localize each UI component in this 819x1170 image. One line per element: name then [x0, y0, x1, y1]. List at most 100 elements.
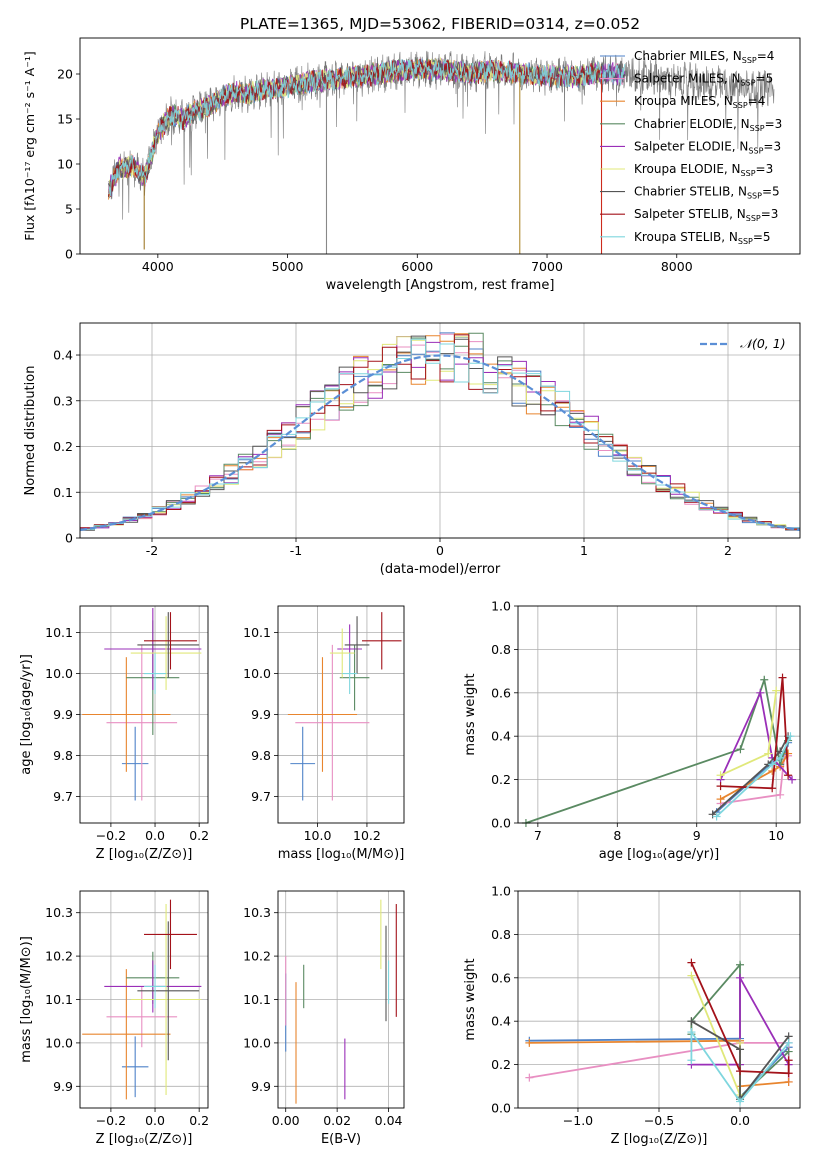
y-tick-label: 0.6 — [491, 970, 511, 985]
y-tick-label: 0.8 — [491, 642, 511, 657]
legend-entry: Salpeter STELIB, NSSP=3 — [634, 207, 778, 223]
y-axis-label: mass [log₁₀(M/M⊙)] — [19, 936, 34, 1063]
legend-nssp: 3 — [771, 207, 779, 221]
x-tick-label: 0.04 — [375, 1113, 403, 1128]
mass-weight-marker — [764, 749, 773, 758]
mass-weight-marker — [687, 958, 696, 967]
x-tick-label: 0.0 — [145, 828, 165, 843]
mass-weight-line — [720, 677, 789, 790]
x-tick-label: 0 — [436, 543, 444, 558]
y-tick-label: 0.0 — [491, 1101, 511, 1116]
legend-nssp: 3 — [775, 117, 783, 131]
x-tick-label: 0.2 — [189, 828, 209, 843]
x-tick-label: −0.2 — [96, 1113, 126, 1128]
y-tick-label: 10.2 — [243, 949, 271, 964]
x-tick-label: 0.0 — [730, 1113, 750, 1128]
figure-title: PLATE=1365, MJD=53062, FIBERID=0314, z=0… — [240, 15, 640, 33]
x-axis-label: wavelength [Angstrom, rest frame] — [326, 278, 555, 293]
mass-weight-marker — [760, 675, 769, 684]
legend-model-name: Salpeter MILES — [634, 72, 724, 86]
y-tick-label: 10.3 — [243, 905, 271, 920]
mass-weight-marker — [776, 753, 785, 762]
mass-weight-marker — [788, 775, 797, 784]
mass-weight-vs-age-frame — [517, 605, 801, 824]
mass-weight-marker — [772, 686, 781, 695]
y-axis-label: mass weight — [463, 673, 478, 755]
y-tick-label: 10.0 — [243, 666, 271, 681]
x-tick-label: 4000 — [142, 259, 174, 274]
legend-model-name: Salpeter ELODIE — [634, 139, 732, 153]
x-axis-label: Z [log₁₀(Z/Z⊙)] — [96, 1132, 193, 1147]
mass-weight-marker — [736, 960, 745, 969]
y-tick-label: 0 — [65, 247, 73, 262]
y-tick-label: 10.1 — [45, 625, 73, 640]
x-tick-label: 7 — [534, 828, 542, 843]
x-tick-label: 7000 — [531, 259, 563, 274]
mass-weight-marker — [687, 1056, 696, 1065]
legend-entry: Kroupa MILES, NSSP=4 — [634, 94, 765, 110]
y-tick-label: 9.9 — [53, 1079, 73, 1094]
mass-weight-marker — [768, 784, 777, 793]
mass-weight-marker — [716, 795, 725, 804]
mass-weight-marker — [768, 760, 777, 769]
legend-nssp: 5 — [772, 185, 780, 199]
x-axis-label: mass [log₁₀(M/M⊙)] — [278, 847, 405, 862]
mass-weight-line — [525, 676, 789, 824]
x-tick-label: 8000 — [661, 259, 693, 274]
y-tick-label: 0.0 — [491, 816, 511, 831]
x-tick-label: -1 — [290, 543, 302, 558]
mass-weight-marker — [525, 1073, 534, 1082]
legend-model-name: Kroupa ELODIE — [634, 162, 724, 176]
legend-nssp: 4 — [767, 49, 775, 63]
residual-histogram — [80, 338, 800, 533]
x-tick-label: 9 — [693, 828, 701, 843]
x-axis-label: (data-model)/error — [380, 562, 501, 577]
y-tick-label: 10.1 — [243, 992, 271, 1007]
y-tick-label: 0.3 — [53, 393, 73, 408]
y-tick-label: 0 — [65, 531, 73, 546]
y-tick-label: 10.3 — [45, 905, 73, 920]
x-tick-label: 0.2 — [189, 1113, 209, 1128]
x-tick-label: 0.0 — [145, 1113, 165, 1128]
legend-model-name: Salpeter STELIB — [634, 207, 729, 221]
y-tick-label: 1.0 — [491, 884, 511, 899]
legend-entry: Chabrier ELODIE, NSSP=3 — [634, 117, 782, 133]
mass-weight-line — [691, 974, 790, 1066]
x-tick-label: 0.02 — [323, 1113, 351, 1128]
x-tick-label: −0.5 — [644, 1113, 674, 1128]
legend-model-name: Chabrier MILES — [634, 49, 725, 63]
legend-entry: Salpeter MILES, NSSP=5 — [634, 72, 773, 88]
y-tick-label: 0.4 — [491, 729, 511, 744]
mass-weight-marker — [736, 1067, 745, 1076]
x-axis-label: Z [log₁₀(Z/Z⊙)] — [611, 1132, 708, 1147]
y-tick-label: 0.1 — [53, 485, 73, 500]
y-tick-label: 9.8 — [251, 748, 271, 763]
mass-weight-marker — [784, 1077, 793, 1086]
mass-weight-marker — [736, 1045, 745, 1054]
x-tick-label: 10 — [768, 828, 784, 843]
y-tick-label: 15 — [57, 112, 73, 127]
y-tick-label: 9.7 — [251, 789, 271, 804]
x-axis-label: Z [log₁₀(Z/Z⊙)] — [96, 847, 193, 862]
legend-model-name: Kroupa STELIB — [634, 230, 721, 244]
mass-weight-marker — [716, 771, 725, 780]
x-axis-label: E(B-V) — [321, 1132, 361, 1147]
spectrum-frame — [79, 37, 801, 255]
y-tick-label: 0.2 — [491, 1057, 511, 1072]
x-tick-label: 2 — [724, 543, 732, 558]
y-tick-label: 20 — [57, 67, 73, 82]
mass-weight-marker — [687, 1017, 696, 1026]
x-tick-label: -2 — [146, 543, 158, 558]
mass-weight-marker — [784, 1069, 793, 1078]
x-tick-label: −0.2 — [96, 828, 126, 843]
y-tick-label: 10.1 — [243, 625, 271, 640]
mass-weight-marker — [687, 971, 696, 980]
y-tick-label: 10.1 — [45, 992, 73, 1007]
y-tick-label: 9.9 — [251, 1079, 271, 1094]
y-tick-label: 10.0 — [45, 1035, 73, 1050]
legend-nssp: 5 — [763, 230, 771, 244]
mass-weight-marker — [756, 688, 765, 697]
gaussian-legend-label: 𝒩(0, 1) — [740, 336, 786, 351]
residual-histogram — [80, 334, 800, 532]
y-tick-label: 0.4 — [53, 348, 73, 363]
